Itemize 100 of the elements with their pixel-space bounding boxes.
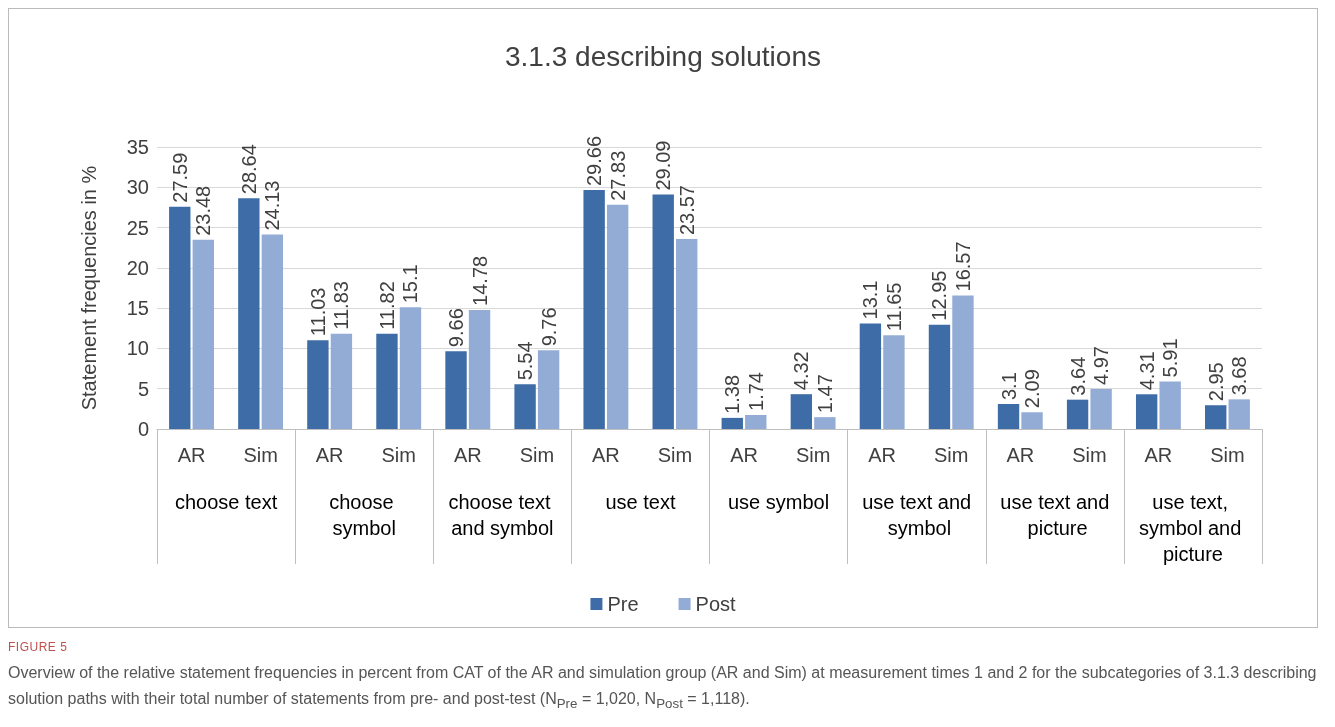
x-tick-label: Sim — [243, 444, 278, 466]
data-label: 3.68 — [1228, 356, 1251, 396]
x-tick-label: AR — [868, 444, 897, 466]
data-label: 5.54 — [514, 341, 537, 381]
x-tick-label: AR — [453, 444, 482, 466]
x-tick-label: Sim — [381, 444, 416, 466]
x-tick-label: Sim — [1072, 444, 1107, 466]
data-label: 11.82 — [375, 281, 398, 330]
bar — [330, 333, 353, 429]
data-label: 4.97 — [1090, 346, 1113, 385]
data-label: 11.65 — [882, 282, 905, 332]
data-label: 23.48 — [192, 185, 215, 236]
x-tick-label: Sim — [795, 444, 831, 466]
x-tick-label: AR — [730, 444, 758, 466]
legend-label: Pre — [607, 593, 639, 615]
data-label: 2.09 — [1021, 369, 1044, 409]
bar — [583, 190, 605, 429]
bar — [859, 323, 882, 429]
data-label: 14.78 — [468, 255, 491, 306]
text: use text, symbol and picture — [1139, 491, 1247, 565]
bar — [745, 414, 767, 429]
data-label: 28.64 — [237, 144, 260, 195]
x-tick-label: Sim — [519, 444, 555, 466]
bar — [445, 351, 467, 429]
y-tick-label: 5 — [137, 377, 149, 400]
bar — [883, 335, 905, 429]
text: choose text and symbol — [448, 491, 557, 539]
y-tick-label: 15 — [126, 297, 149, 320]
x-tick-label: AR — [1144, 444, 1173, 466]
data-label: 29.09 — [652, 140, 675, 191]
text: choose text — [174, 491, 278, 513]
bar — [1135, 394, 1158, 429]
x-tick-label: Sim — [657, 444, 693, 466]
y-axis-title: Statement frequencies in % — [78, 165, 100, 411]
bar — [537, 350, 560, 429]
data-label: 29.66 — [583, 135, 606, 187]
data-label: 9.66 — [445, 308, 468, 348]
bar — [652, 194, 674, 429]
data-label: 1.38 — [721, 374, 744, 414]
bar — [1090, 388, 1112, 429]
data-label: 27.83 — [606, 150, 629, 201]
bar — [721, 417, 743, 429]
y-tick-label: 30 — [126, 176, 149, 199]
y-tick-label: 0 — [137, 418, 149, 440]
bar — [790, 394, 813, 429]
data-label: 4.32 — [790, 351, 813, 391]
bar — [1159, 381, 1181, 429]
bar — [1021, 412, 1043, 429]
bar — [997, 404, 1020, 429]
bar — [1066, 399, 1089, 429]
bar — [952, 295, 974, 429]
data-label: 15.1 — [399, 264, 422, 304]
y-tick-label: 35 — [126, 136, 149, 158]
bar — [468, 309, 491, 429]
data-label: 9.76 — [537, 307, 560, 347]
data-label: 1.74 — [744, 372, 767, 411]
chart-title: 3.1.3 describing solutions — [505, 40, 821, 72]
y-tick-label: 10 — [126, 337, 149, 360]
data-label: 5.91 — [1159, 338, 1182, 378]
bar — [307, 340, 329, 429]
data-label: 23.57 — [675, 185, 698, 236]
text: use text and symbol — [862, 491, 972, 539]
data-label: 3.64 — [1066, 356, 1089, 396]
x-tick-label: AR — [1006, 444, 1035, 466]
data-label: 3.1 — [997, 372, 1020, 401]
y-tick-label: 25 — [126, 216, 149, 239]
bar — [192, 239, 214, 429]
data-label: 16.57 — [951, 241, 974, 292]
data-label: 2.95 — [1204, 362, 1227, 402]
data-label: 27.59 — [168, 152, 191, 203]
data-label: 1.47 — [813, 374, 836, 414]
text: use text — [605, 491, 676, 513]
legend-label: Post — [695, 593, 737, 615]
text: use text and picture — [1000, 491, 1110, 539]
caption: FIGURE 5 — [8, 640, 69, 654]
data-label: 24.13 — [261, 180, 284, 231]
data-label: 11.03 — [306, 287, 329, 337]
y-tick-label: 20 — [126, 256, 149, 279]
data-label: 4.31 — [1135, 351, 1158, 391]
text: use symbol — [727, 491, 830, 513]
bar — [399, 307, 422, 429]
bar — [928, 324, 951, 429]
bar — [814, 417, 836, 429]
bar — [1205, 405, 1227, 429]
bar — [676, 239, 698, 429]
data-label: 13.1 — [859, 280, 882, 320]
text: Overview of the relative statement frequencies in percent from CAT of the AR and simulation group (AR and Sim) at measurement times 1 and 2 for the subcategories of 3.1.3 describing solution paths with their total number of statements from pre- and post-test (N$_{Pre}$ = 1,020, N$_{Post}$ = 1,118). — [8, 663, 1318, 714]
x-tick-label: AR — [315, 444, 344, 466]
bar — [238, 198, 260, 429]
bar — [376, 333, 398, 429]
bar — [606, 204, 629, 429]
x-tick-label: Sim — [933, 444, 969, 466]
x-tick-label: AR — [592, 444, 620, 466]
bar — [1228, 399, 1250, 429]
data-label: 12.95 — [928, 270, 951, 321]
x-tick-label: AR — [177, 444, 206, 466]
bar — [169, 206, 191, 429]
data-label: 11.83 — [330, 281, 353, 330]
bar — [261, 234, 284, 429]
text: choose symbol — [329, 491, 400, 539]
